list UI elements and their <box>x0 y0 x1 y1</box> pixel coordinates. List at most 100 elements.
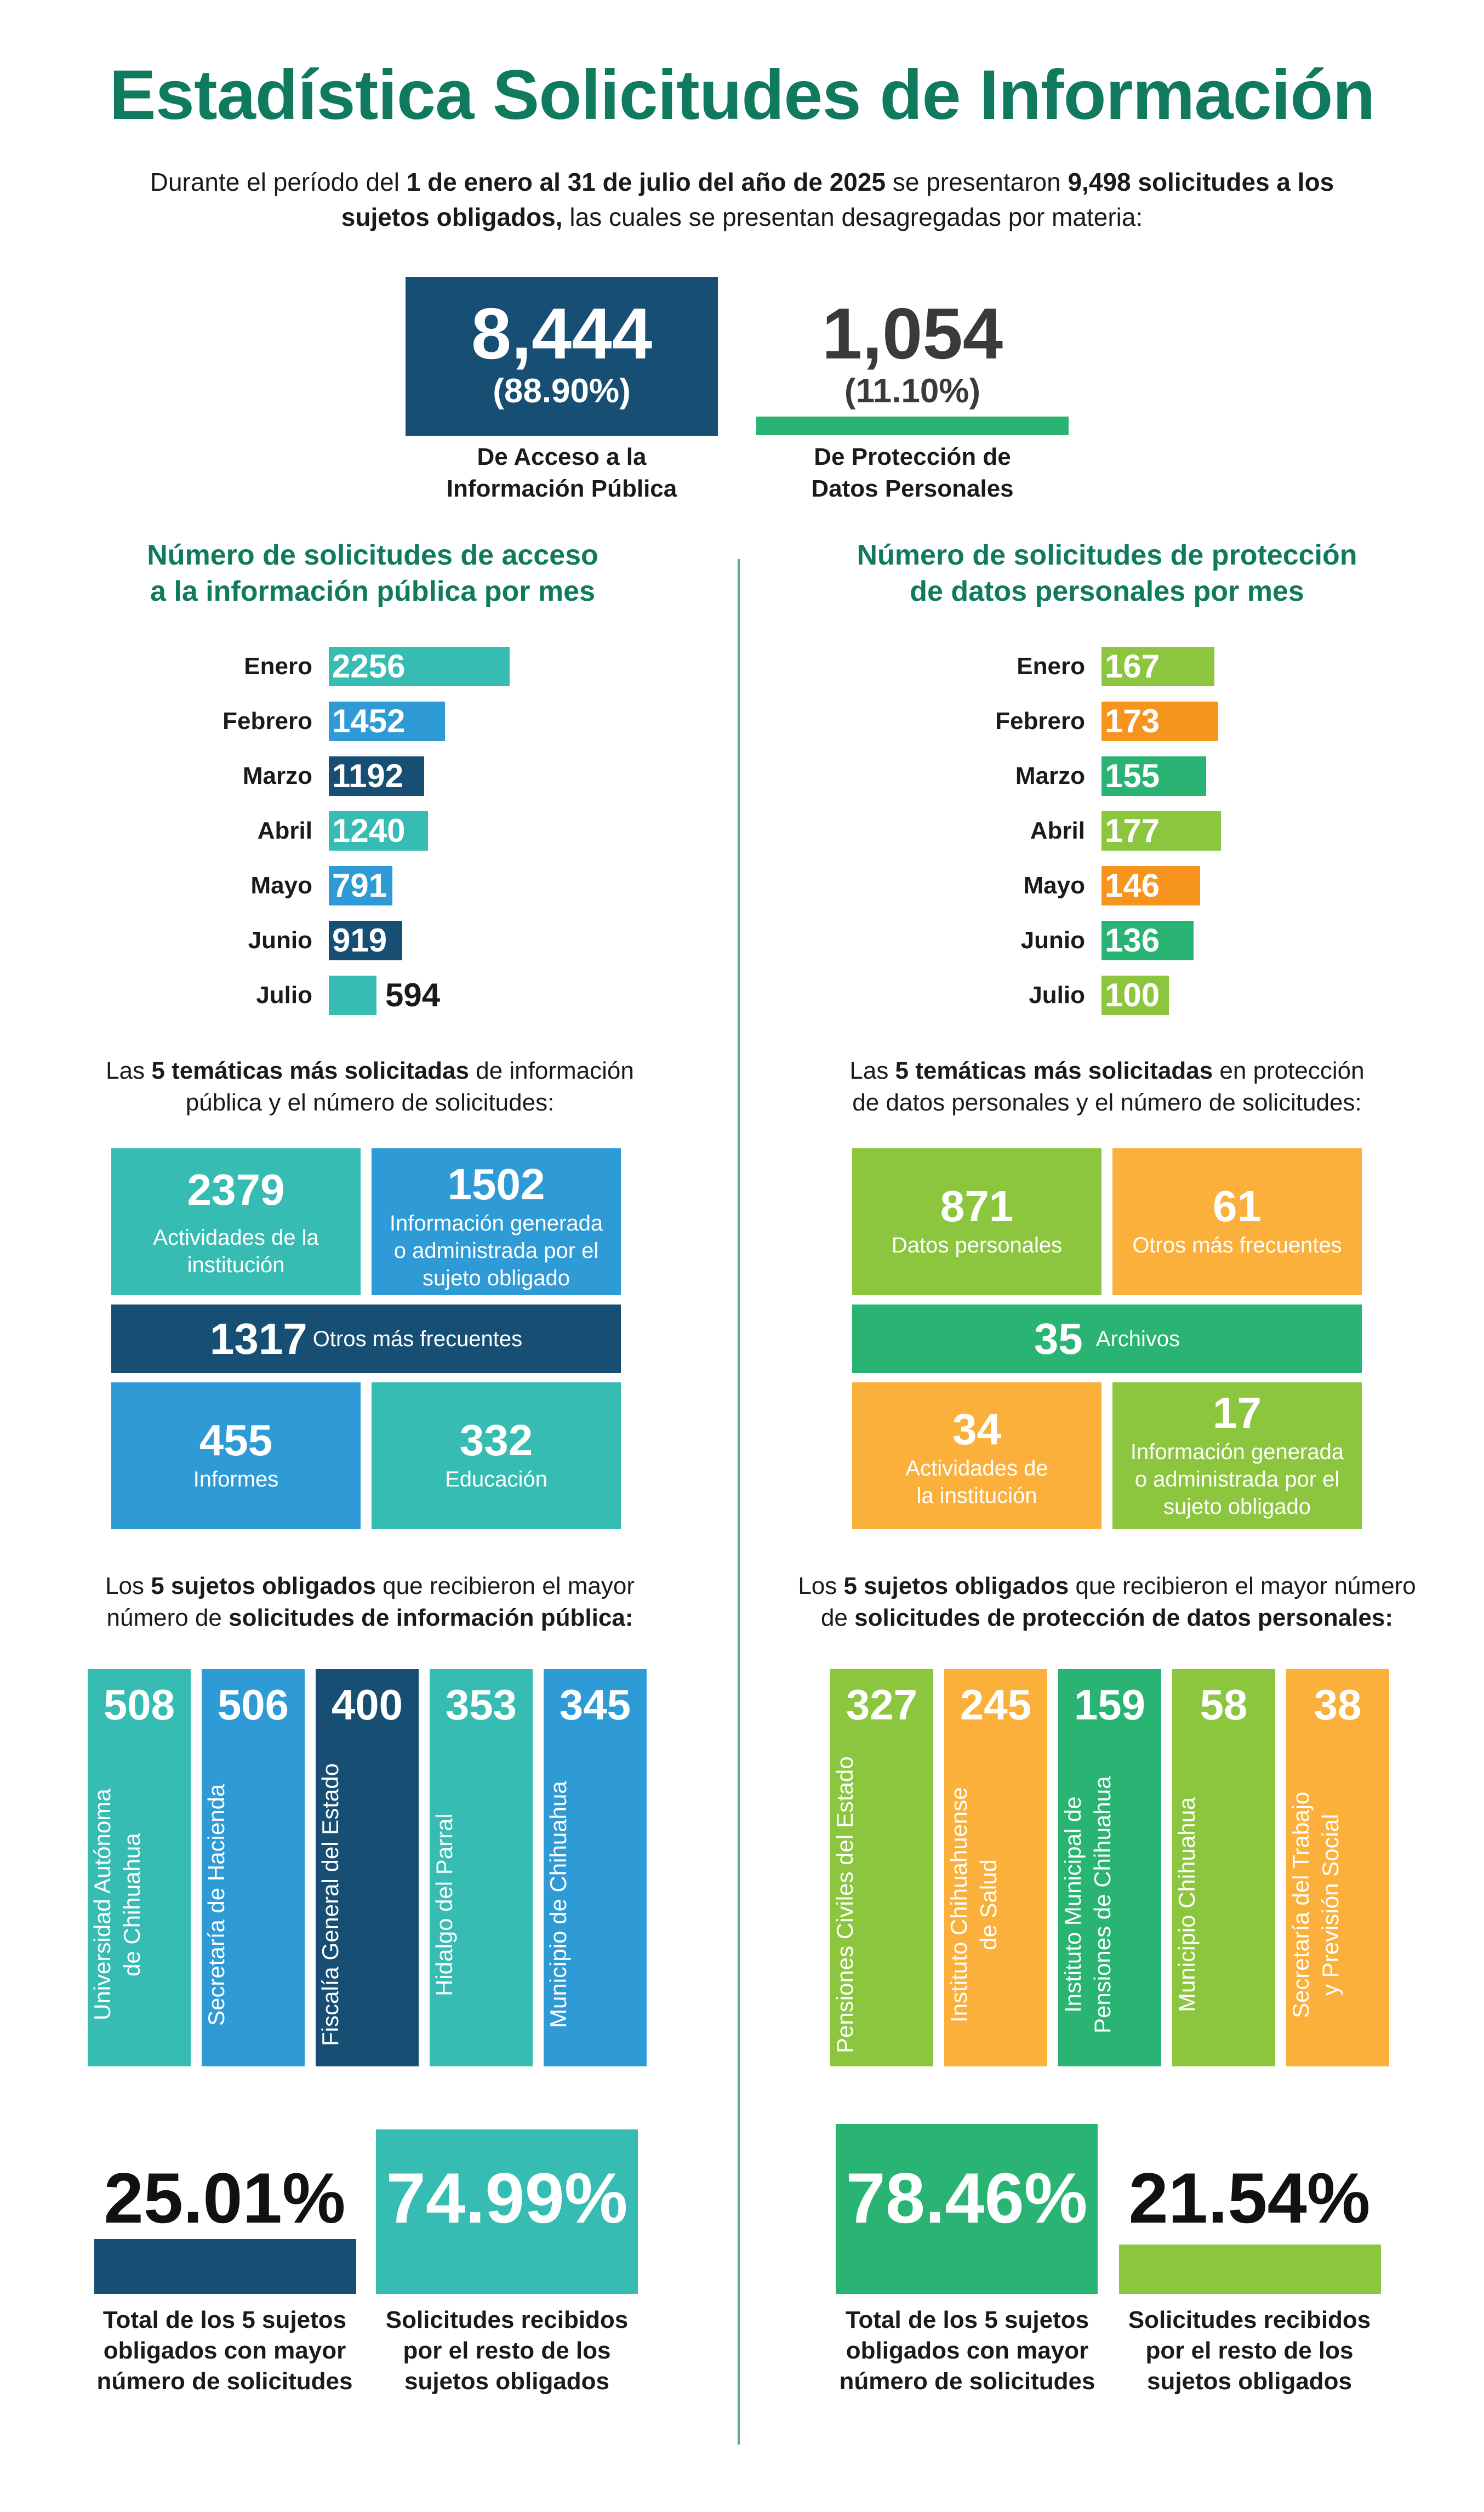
sujeto-name-line: Instituto Municipal de <box>1060 1796 1086 2013</box>
month-label: Febrero <box>995 708 1085 734</box>
month-value: 136 <box>1105 922 1160 959</box>
sujeto-value: 506 <box>217 1681 289 1729</box>
month-bar <box>1101 866 1200 905</box>
month-label: Enero <box>1017 653 1085 680</box>
pct-proteccion-left-caption: Total de los 5 sujetos obligados con may… <box>839 2306 1095 2395</box>
month-bar <box>329 702 445 741</box>
month-value: 1240 <box>332 812 406 849</box>
sujeto-name-line: Municipio de Chihuahua <box>545 1781 571 2029</box>
sujeto-column: 508 Universidad Autónoma de Chihuahua <box>88 1669 191 2066</box>
intro-paragraph: Durante el período del 1 de enero al 31 … <box>150 168 1334 231</box>
sujeto-column: 400 Fiscalía General del Estado <box>316 1669 419 2066</box>
sujetos-proteccion-columns: 327 Pensiones Civiles del Estado 245 Instit… <box>830 1669 1389 2066</box>
month-bar <box>1101 811 1221 851</box>
sujeto-name: Pensiones Civiles del Estado <box>830 1751 933 2058</box>
month-label: Marzo <box>242 762 312 789</box>
month-label: Mayo <box>1023 872 1085 899</box>
sujeto-name-line: Instituto Chihuahuense <box>946 1787 972 2023</box>
month-value: 1192 <box>332 757 404 794</box>
month-label: Junio <box>1020 927 1085 954</box>
sujeto-value: 508 <box>103 1681 175 1729</box>
total-acceso-pct: (88.90%) <box>493 372 631 410</box>
proteccion-mes-title: Número de solicitudes de protección de d… <box>857 539 1357 607</box>
sujeto-name-line: Municipio Chihuahua <box>1174 1797 1200 2013</box>
month-bar <box>329 647 510 686</box>
pct-acceso-left-bar <box>94 2239 356 2294</box>
sujeto-name-line: Pensiones Civiles del Estado <box>832 1756 858 2053</box>
tematica-proteccion-2: 61 Otros más frecuentes <box>1112 1148 1362 1295</box>
tematica-proteccion-1: 871 Datos personales <box>852 1148 1101 1295</box>
sujeto-name: Instituto Chihuahuense de Salud <box>944 1751 1047 2058</box>
page-title: Estadística Solicitudes de Información <box>109 56 1375 134</box>
tematica-acceso-2: 1502 Información generada o administrada… <box>372 1148 621 1295</box>
sujeto-name: Municipio de Chihuahua <box>544 1751 647 2058</box>
month-value: 919 <box>332 922 387 959</box>
total-proteccion-pct: (11.10%) <box>844 372 981 410</box>
month-value: 594 <box>385 977 441 1013</box>
total-proteccion-box: 1,054 (11.10%) <box>756 277 1069 411</box>
sujeto-value: 327 <box>846 1681 918 1729</box>
month-bar <box>1101 756 1206 796</box>
pct-acceso-right-box <box>376 2129 638 2294</box>
sujeto-value: 353 <box>445 1681 517 1729</box>
sujeto-value: 245 <box>960 1681 1032 1729</box>
tematica-proteccion-4: 34 Actividades de la institución <box>852 1382 1101 1529</box>
sujeto-value: 345 <box>559 1681 631 1729</box>
sujeto-name-line: Pensiones de Chihuahua <box>1089 1776 1115 2033</box>
tematica-acceso-3: 1317 Otros más frecuentes <box>111 1305 621 1373</box>
tematica-acceso-5: 332 Educación <box>372 1382 621 1529</box>
pct-acceso-left-value: 25.01% <box>104 2158 346 2238</box>
pct-proteccion-left-value: 78.46% <box>846 2158 1088 2238</box>
acceso-mes-chart: Enero 2256 Febrero 1452 Marzo 1192 Abril 1240 Ma… <box>181 647 674 1030</box>
month-bar <box>329 756 424 796</box>
month-value: 146 <box>1105 867 1160 904</box>
month-label: Junio <box>248 927 312 954</box>
sujeto-name-line: Secretaría del Trabajo <box>1288 1791 1314 2018</box>
sujeto-column: 159 Instituto Municipal de Pensiones de Ch… <box>1058 1669 1161 2066</box>
total-proteccion-caption: De Protección de Datos Personales <box>811 443 1014 502</box>
pct-acceso-right-caption: Solicitudes recibidos por el resto de lo… <box>385 2306 629 2395</box>
total-proteccion-bar <box>756 417 1069 435</box>
sujeto-name: Fiscalía General del Estado <box>316 1751 419 2058</box>
month-bar <box>329 976 376 1015</box>
sujeto-name: Instituto Municipal de Pensiones de Chihu… <box>1058 1751 1161 2058</box>
month-bar <box>329 811 428 851</box>
sujeto-column: 38 Secretaría del Trabajo y Previsión Soci… <box>1286 1669 1389 2066</box>
month-value: 167 <box>1105 648 1160 685</box>
sujeto-name-line: de Salud <box>975 1859 1001 1950</box>
sujeto-column: 506 Secretaría de Hacienda <box>202 1669 305 2066</box>
tematica-proteccion-3: 35 Archivos <box>852 1305 1362 1373</box>
sujeto-name: Universidad Autónoma de Chihuahua <box>88 1751 191 2058</box>
sujeto-name-line: y Previsión Social <box>1317 1814 1343 1996</box>
sujeto-column: 327 Pensiones Civiles del Estado <box>830 1669 933 2066</box>
sujeto-column: 245 Instituto Chihuahuense de Salud <box>944 1669 1047 2066</box>
month-bar <box>1101 702 1218 741</box>
month-value: 1452 <box>332 703 406 739</box>
pct-proteccion-right-caption: Solicitudes recibidos por el resto de lo… <box>1128 2306 1371 2395</box>
total-proteccion-value: 1,054 <box>821 293 1003 374</box>
sujeto-value: 58 <box>1200 1681 1248 1729</box>
sujeto-value: 159 <box>1074 1681 1146 1729</box>
tematica-acceso-4: 455 Informes <box>111 1382 361 1529</box>
sujeto-name: Secretaría del Trabajo y Previsión Social <box>1286 1751 1389 2058</box>
month-label: Enero <box>244 653 312 680</box>
month-label: Julio <box>256 982 312 1009</box>
month-value: 2256 <box>332 648 406 685</box>
month-value: 155 <box>1105 757 1160 794</box>
tematica-acceso-1: 2379 Actividades de la institución <box>111 1148 361 1295</box>
month-label: Julio <box>1029 982 1085 1009</box>
month-label: Marzo <box>1015 762 1085 789</box>
month-bar <box>1101 921 1194 960</box>
sujeto-name-line: Hidalgo del Parral <box>431 1813 457 1996</box>
month-label: Abril <box>1030 817 1085 844</box>
month-bar <box>1101 976 1169 1015</box>
month-label: Febrero <box>222 708 312 734</box>
tematicas-acceso-intro: Las 5 temáticas más solicitadas de infor… <box>106 1057 634 1116</box>
sujeto-name: Secretaría de Hacienda <box>202 1751 305 2058</box>
sujeto-name-line: de Chihuahua <box>119 1833 145 1976</box>
total-acceso-value: 8,444 <box>471 293 653 374</box>
sujeto-column: 58 Municipio Chihuahua <box>1172 1669 1275 2066</box>
month-value: 100 <box>1105 977 1160 1013</box>
pct-proteccion-right-value: 21.54% <box>1128 2158 1371 2238</box>
total-acceso-caption: De Acceso a la Información Pública <box>446 443 677 502</box>
